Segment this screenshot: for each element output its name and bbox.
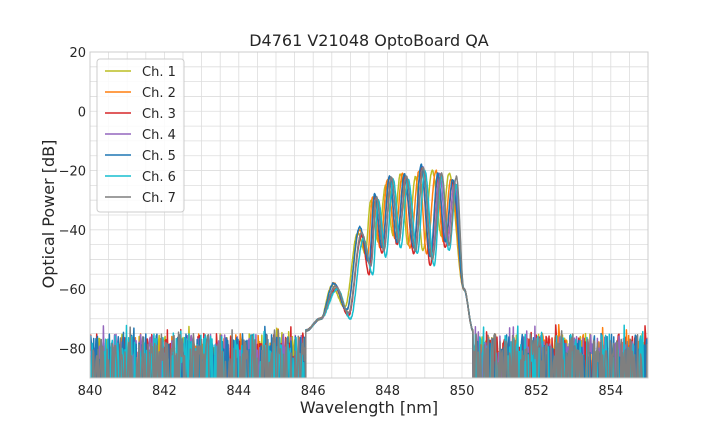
legend-label: Ch. 6 [142, 170, 176, 185]
legend-label: Ch. 4 [142, 128, 176, 143]
y-axis-ticks: 20 0 −20 −40 −60 −80 [59, 46, 86, 357]
x-tick-label: 844 [226, 384, 251, 399]
x-tick-label: 850 [450, 384, 475, 399]
x-tick-label: 854 [598, 384, 623, 399]
legend-label: Ch. 1 [142, 65, 176, 80]
x-tick-label: 840 [78, 384, 103, 399]
y-tick-label: 0 [78, 105, 86, 120]
plot-frame [89, 51, 649, 379]
legend-label: Ch. 3 [142, 107, 176, 122]
y-tick-label: −20 [59, 165, 86, 180]
series-layer [90, 163, 648, 378]
legend-label: Ch. 2 [142, 86, 176, 101]
y-tick-label: −80 [59, 342, 86, 357]
y-tick-label: −60 [59, 283, 86, 298]
legend-box [96, 58, 185, 213]
legend: Ch. 1 Ch. 2 Ch. 3 Ch. 4 Ch. 5 Ch. 6 Ch. 7 [96, 58, 185, 213]
y-axis-label: Optical Power [dB] [39, 140, 58, 289]
legend-label: Ch. 7 [142, 191, 176, 206]
x-tick-label: 852 [524, 384, 549, 399]
y-tick-label: −40 [59, 224, 86, 239]
series-line-7 [91, 166, 648, 378]
x-tick-label: 848 [375, 384, 400, 399]
x-axis-ticks: 840 842 844 846 848 850 852 854 [78, 384, 624, 399]
legend-label: Ch. 5 [142, 149, 176, 164]
series-line-6 [90, 169, 648, 378]
chart-title: D4761 V21048 OptoBoard QA [249, 31, 489, 50]
x-axis-label: Wavelength [nm] [300, 398, 438, 417]
y-tick-label: 20 [69, 46, 86, 61]
x-tick-label: 846 [301, 384, 326, 399]
x-tick-label: 842 [152, 384, 177, 399]
